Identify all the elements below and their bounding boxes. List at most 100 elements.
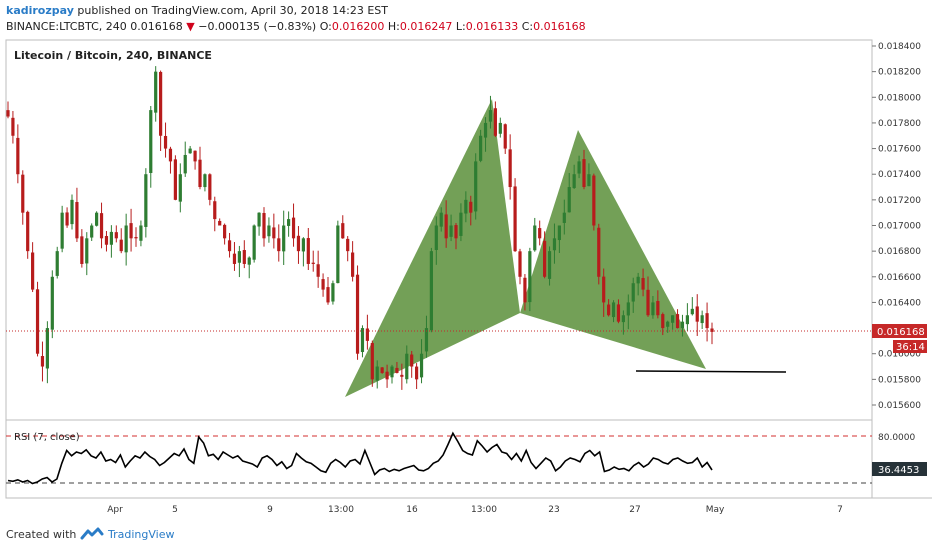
- rsi-title: RSI (7, close): [14, 432, 80, 443]
- candle-body: [360, 328, 365, 353]
- published-text: published on TradingView.com, April 30, …: [73, 4, 389, 17]
- price-tick-label: 0.016600: [878, 273, 921, 283]
- time-tick-label: 23: [548, 505, 559, 515]
- candle-body: [336, 225, 340, 284]
- candle-body: [710, 328, 714, 332]
- candle-body: [685, 315, 689, 325]
- candle-body: [503, 124, 507, 149]
- candle-body: [587, 174, 591, 187]
- candle-body: [597, 227, 601, 277]
- candle-body: [26, 211, 30, 252]
- candle-body: [538, 228, 542, 239]
- candle-body: [326, 287, 330, 303]
- candle-body: [321, 279, 325, 290]
- price-axis: 0.018400 0.018200 0.018000 0.017800 0.017600…: [872, 42, 921, 411]
- candle-body: [311, 262, 315, 264]
- candle-body: [287, 219, 291, 226]
- ohlc-line: BINANCE:LTCBTC, 240 0.016168 ▼ −0.000135…: [6, 20, 586, 33]
- candle-body: [419, 353, 424, 378]
- candle-body: [405, 353, 409, 380]
- time-tick-label: 7: [837, 505, 843, 515]
- candle-body: [449, 225, 453, 237]
- candle-body: [434, 225, 438, 250]
- candle-body: [641, 278, 645, 290]
- rsi-upper-label: 80.0000: [878, 433, 915, 443]
- candle-body: [375, 366, 379, 381]
- candle-body: [400, 374, 404, 377]
- price-change: −0.000135 (−0.83%): [198, 20, 317, 33]
- candle-body: [257, 212, 261, 227]
- candle-body: [277, 238, 281, 252]
- candle-body: [90, 225, 94, 238]
- chart-header: kadirozpay published on TradingView.com,…: [0, 0, 932, 38]
- candle-body: [454, 225, 458, 239]
- candle-body: [429, 251, 433, 331]
- candle-body: [547, 251, 552, 279]
- candle-body: [178, 174, 182, 202]
- candle-body: [65, 212, 69, 226]
- high-label: H:: [387, 20, 400, 33]
- candle-body: [616, 304, 621, 322]
- candle-body: [636, 276, 640, 284]
- price-tick-label: 0.018400: [878, 42, 921, 52]
- candle-body: [626, 302, 630, 316]
- candle-body: [690, 308, 694, 315]
- tradingview-brand[interactable]: TradingView: [108, 528, 175, 541]
- candle-body: [661, 314, 665, 329]
- rsi-value-tag: 36.4453: [872, 462, 927, 476]
- candle-body: [483, 122, 488, 138]
- candle-body: [439, 212, 443, 227]
- last-price-tag-label: 0.016168: [877, 327, 925, 338]
- time-tick-label: Apr: [107, 505, 123, 515]
- candle-body: [390, 366, 394, 378]
- candle-body: [651, 302, 655, 316]
- price-pane-title: Litecoin / Bitcoin, 240, BINANCE: [14, 49, 212, 62]
- candle-body: [508, 149, 512, 188]
- rsi-line: [7, 431, 713, 485]
- candle-body: [351, 252, 355, 277]
- candle-body: [464, 199, 468, 214]
- candle-body: [424, 328, 429, 352]
- candle-body: [188, 148, 192, 154]
- candle-body: [331, 283, 335, 302]
- candle-body: [282, 225, 286, 252]
- candle-body: [104, 235, 109, 245]
- price-tick-label: 0.016800: [878, 247, 921, 257]
- candle-body: [395, 367, 399, 373]
- candle-body: [75, 202, 79, 239]
- created-with-label: Created with: [6, 528, 77, 541]
- candle-body: [223, 224, 227, 239]
- candle-body: [70, 199, 74, 225]
- candle-body: [552, 238, 557, 251]
- candle-body: [592, 175, 596, 226]
- candle-body: [183, 154, 187, 174]
- candle-body: [124, 225, 128, 253]
- price-tick-label: 0.015600: [878, 401, 921, 411]
- candle-body: [621, 315, 625, 323]
- symbol-label: BINANCE:LTCBTC, 240: [6, 20, 127, 33]
- candle-body: [60, 212, 64, 249]
- candle-body: [355, 274, 360, 354]
- candle-body: [203, 174, 207, 188]
- candle-body: [31, 252, 35, 290]
- candle-body: [267, 225, 271, 237]
- candle-body: [35, 289, 40, 354]
- pattern-right-triangle[interactable]: [520, 130, 706, 369]
- candle-body: [237, 251, 241, 263]
- candle-body: [173, 159, 177, 200]
- candle-body: [21, 174, 25, 213]
- target-horizontal-line[interactable]: [635, 370, 787, 373]
- countdown-label: 36:14: [896, 342, 925, 353]
- countdown-tag: 36:14: [893, 340, 927, 353]
- time-tick-label: 27: [629, 505, 640, 515]
- candle-body: [444, 214, 448, 239]
- candle-body: [415, 366, 419, 380]
- price-tick-label: 0.018200: [878, 68, 921, 78]
- candle-body: [306, 238, 310, 264]
- high-value: 0.016247: [399, 20, 453, 33]
- candle-body: [247, 257, 251, 265]
- candle-body: [262, 212, 266, 239]
- candle-body: [242, 250, 246, 264]
- author-link[interactable]: kadirozpay: [6, 4, 74, 17]
